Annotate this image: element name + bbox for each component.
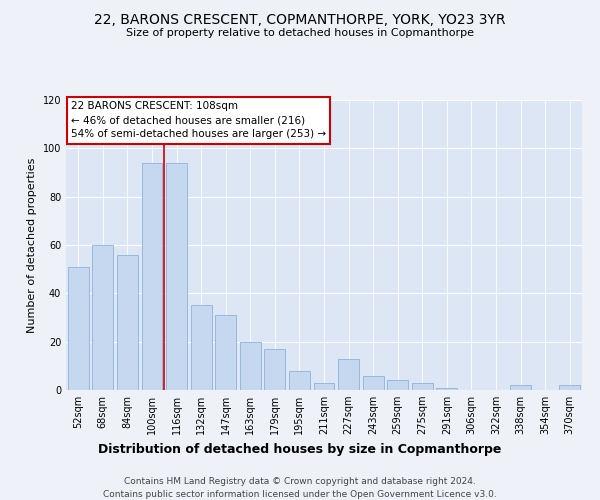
Bar — [387, 380, 408, 390]
Bar — [436, 388, 457, 390]
Text: Distribution of detached houses by size in Copmanthorpe: Distribution of detached houses by size … — [98, 442, 502, 456]
Text: Contains public sector information licensed under the Open Government Licence v3: Contains public sector information licen… — [103, 490, 497, 499]
Bar — [240, 342, 261, 390]
Bar — [265, 349, 286, 390]
Y-axis label: Number of detached properties: Number of detached properties — [27, 158, 37, 332]
Bar — [142, 163, 163, 390]
Bar — [412, 383, 433, 390]
Bar — [191, 306, 212, 390]
Bar — [314, 383, 334, 390]
Text: 22 BARONS CRESCENT: 108sqm
← 46% of detached houses are smaller (216)
54% of sem: 22 BARONS CRESCENT: 108sqm ← 46% of deta… — [71, 102, 326, 140]
Bar — [338, 358, 359, 390]
Bar — [215, 315, 236, 390]
Bar — [166, 163, 187, 390]
Bar — [289, 370, 310, 390]
Text: 22, BARONS CRESCENT, COPMANTHORPE, YORK, YO23 3YR: 22, BARONS CRESCENT, COPMANTHORPE, YORK,… — [94, 12, 506, 26]
Bar — [68, 267, 89, 390]
Bar — [559, 385, 580, 390]
Bar — [117, 254, 138, 390]
Text: Size of property relative to detached houses in Copmanthorpe: Size of property relative to detached ho… — [126, 28, 474, 38]
Bar — [510, 385, 531, 390]
Text: Contains HM Land Registry data © Crown copyright and database right 2024.: Contains HM Land Registry data © Crown c… — [124, 478, 476, 486]
Bar — [362, 376, 383, 390]
Bar — [92, 245, 113, 390]
